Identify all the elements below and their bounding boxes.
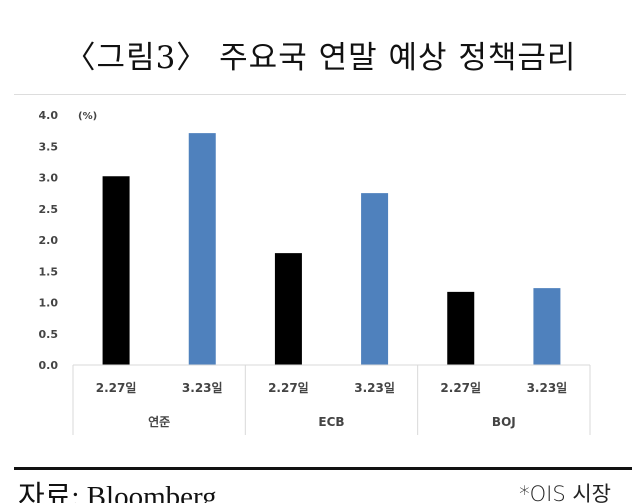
bar-ECB-2.27일 — [274, 253, 302, 365]
y-axis: 0.0 0.5 1.0 1.5 2.0 2.5 3.0 3.5 4.0 (%) — [39, 109, 98, 372]
x-tick-label: 2.27일 — [268, 381, 309, 395]
x-tick-label: 2.27일 — [440, 381, 481, 395]
bars — [102, 133, 561, 365]
divider — [14, 467, 632, 470]
bar-ECB-3.23일 — [361, 193, 389, 365]
source-text: 자료: Bloomberg — [18, 481, 217, 503]
bar-BOJ-2.27일 — [447, 291, 475, 365]
group-label: ECB — [318, 415, 344, 429]
y-tick-label: 0.5 — [39, 328, 59, 341]
y-tick-label: 0.0 — [39, 359, 59, 372]
x-tick-label: 3.23일 — [182, 381, 223, 395]
y-tick-label: 3.0 — [39, 172, 59, 185]
figure-title: 〈그림3〉 주요국 연말 예상 정책금리 — [64, 40, 577, 76]
y-axis-unit: (%) — [78, 111, 97, 122]
bar-연준-3.23일 — [188, 133, 216, 365]
bar-chart: 0.0 0.5 1.0 1.5 2.0 2.5 3.0 3.5 4.0 (%) 2.27일 3.23… — [39, 109, 591, 435]
x-tick-label: 3.23일 — [354, 381, 395, 395]
bar-연준-2.27일 — [102, 176, 130, 365]
y-tick-label: 2.0 — [39, 234, 59, 247]
group-label: 연준 — [148, 414, 170, 429]
y-tick-label: 3.5 — [39, 140, 59, 153]
note-text: *OIS 시장 — [519, 482, 611, 503]
y-tick-label: 4.0 — [39, 109, 59, 122]
y-tick-label: 2.5 — [39, 203, 59, 216]
x-tick-label: 3.23일 — [527, 381, 568, 395]
bar-BOJ-3.23일 — [533, 288, 561, 365]
group-label: BOJ — [492, 415, 516, 429]
divider — [14, 94, 626, 95]
y-tick-label: 1.5 — [39, 265, 59, 278]
x-tick-label: 2.27일 — [96, 381, 137, 395]
y-tick-label: 1.0 — [39, 297, 59, 310]
